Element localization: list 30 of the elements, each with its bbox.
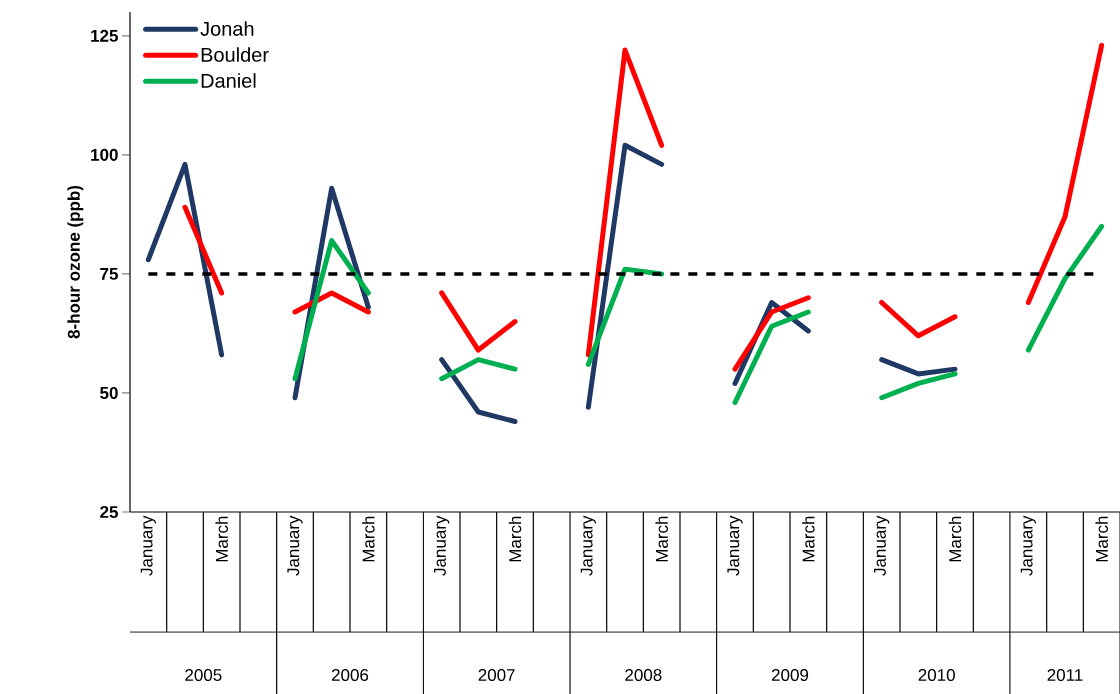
y-tick-label: 25 <box>100 505 118 519</box>
text: 2006 <box>331 668 369 682</box>
x-tick-label: March <box>655 516 668 562</box>
legend-label: Daniel <box>201 73 256 88</box>
y-tick-label: 50 <box>100 386 118 399</box>
x-tick-label: March <box>1095 516 1108 562</box>
x-tick-label: March <box>948 516 962 562</box>
x-tick-label: January <box>727 515 743 576</box>
x-tick-label: January <box>140 515 156 576</box>
y-tick-label: 100 <box>91 148 118 161</box>
x-tick-label: March <box>802 516 815 562</box>
x-tick-label: January <box>287 515 303 576</box>
text: 2010 <box>918 668 955 682</box>
text: 2007 <box>478 668 515 682</box>
text: 2009 <box>771 668 809 682</box>
x-tick-label: March <box>362 516 375 562</box>
y-axis-title: 8-hour ozone (ppb) <box>67 185 84 339</box>
x-tick-label: January <box>580 515 596 576</box>
text: 2011 <box>1047 668 1083 682</box>
x-tick-label: January <box>1020 515 1036 576</box>
x-tick-label: January <box>434 515 450 576</box>
x-tick-label: March <box>215 516 228 562</box>
text: 2005 <box>185 668 222 682</box>
y-tick-label: 125 <box>91 29 118 42</box>
x-tick-label: March <box>508 516 522 562</box>
legend-label: Boulder <box>201 47 269 62</box>
text: 2008 <box>625 668 662 682</box>
y-tick-label: 75 <box>100 267 118 280</box>
legend-label: Jonah <box>200 21 254 36</box>
x-tick-label: January <box>874 515 890 576</box>
